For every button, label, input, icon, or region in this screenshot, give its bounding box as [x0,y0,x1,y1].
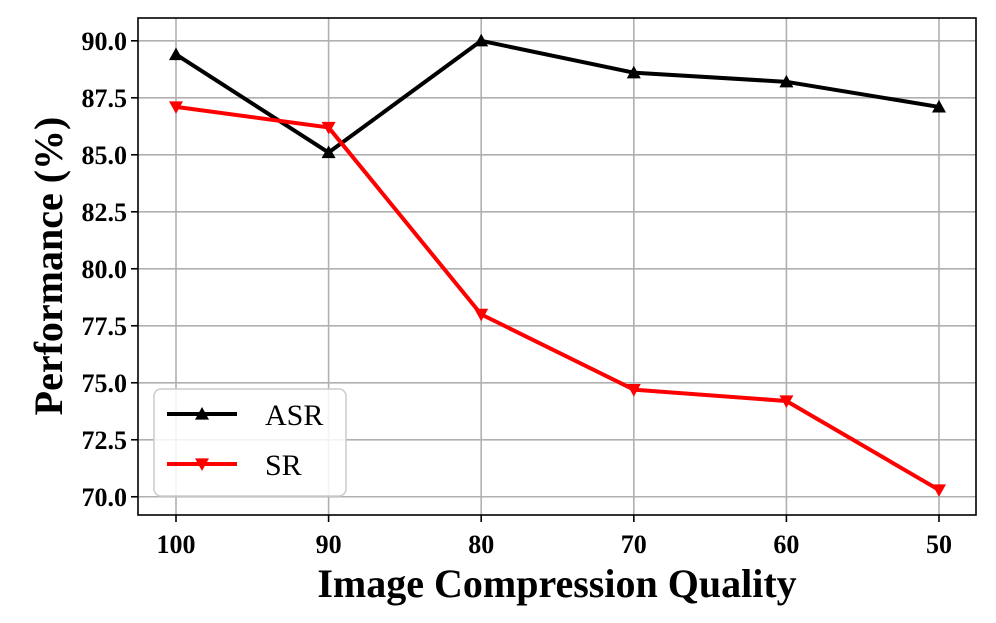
legend-label-asr: ASR [265,399,323,432]
plot-area [137,17,977,516]
legend-marker-asr [195,407,209,420]
y-tick-label: 70.0 [82,483,128,512]
y-tick-label: 80.0 [82,255,128,284]
data-point-asr [169,47,183,61]
data-point-sr [779,395,794,409]
y-axis-title: Performance (%) [26,117,71,416]
series-line-asr [174,38,940,155]
data-point-asr [779,74,794,88]
legend-label-sr: SR [265,449,302,482]
data-point-sr [474,308,489,322]
y-tick-label: 85.0 [82,141,128,170]
x-tick-label: 90 [316,530,342,559]
y-axis-ticks: 70.0 72.5 75.0 77.5 80.0 82.5 85.0 87.5 90.0 [82,27,138,512]
y-tick-label: 77.5 [82,312,128,341]
x-tick-label: 60 [773,530,799,559]
y-tick-label: 82.5 [82,198,128,227]
x-axis-title: Image Compression Quality [317,561,796,606]
y-tick-label: 90.0 [82,27,128,56]
y-tick-label: 87.5 [82,84,128,113]
data-point-sr [321,121,336,135]
y-tick-label: 75.0 [82,369,128,398]
data-point-asr [932,99,946,113]
series-lines [169,33,946,497]
data-point-asr [626,65,641,79]
data-point-asr [474,33,489,47]
data-point-sr [932,484,946,497]
data-point-sr [626,384,641,397]
data-point-sr [169,101,183,114]
series-line-sr [175,104,941,492]
x-axis-ticks: 100 90 80 70 60 50 [157,515,952,559]
legend: ASR SR [153,388,347,497]
data-point-asr [321,145,336,159]
y-tick-label: 72.5 [82,426,128,455]
x-tick-label: 100 [157,530,196,559]
x-tick-label: 50 [926,530,952,559]
x-tick-label: 70 [621,530,647,559]
legend-marker-sr [195,458,209,471]
x-tick-label: 80 [468,530,494,559]
